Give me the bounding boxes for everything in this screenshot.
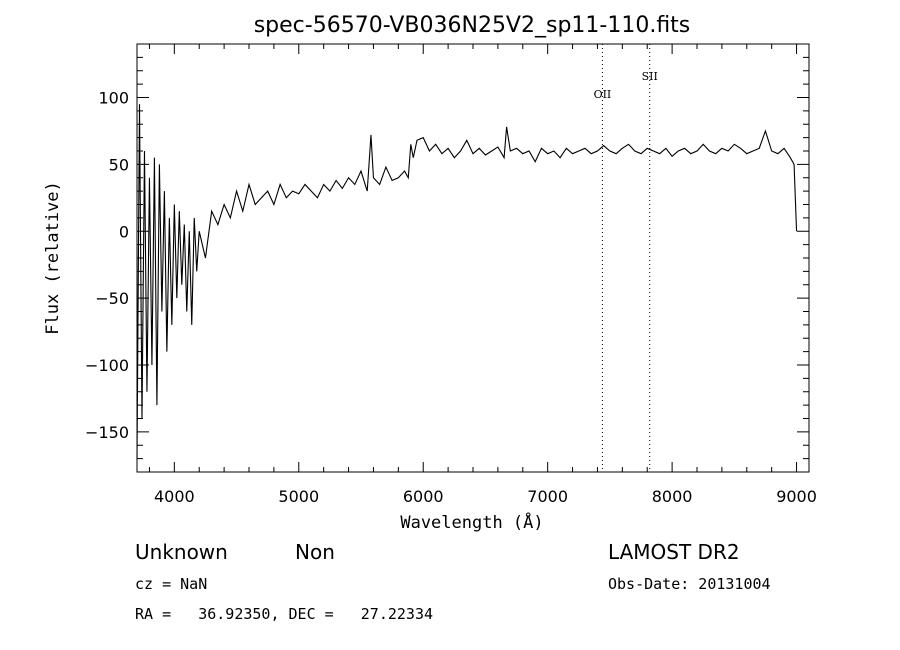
cz-text: cz = NaN [135, 575, 207, 593]
y-tick-label: −50 [95, 289, 129, 308]
x-tick-label: 7000 [527, 487, 568, 506]
obs-date-text: Obs-Date: 20131004 [608, 575, 771, 593]
coords-text: RA = 36.92350, DEC = 27.22334 [135, 605, 433, 623]
y-tick-label: −150 [85, 423, 129, 442]
class-text: Unknown [135, 540, 228, 564]
emission-line-label: SII [642, 70, 658, 83]
chart-title: spec-56570-VB036N25V2_sp11-110.fits [254, 13, 691, 38]
x-axis-label: Wavelength (Å) [400, 511, 543, 533]
x-axis-ticks: 4000 5000 6000 7000 8000 9000 [148, 44, 817, 506]
x-tick-label: 4000 [154, 487, 195, 506]
y-axis-ticks: −150 −100 −50 0 50 100 [85, 56, 809, 460]
plot-frame [136, 43, 810, 473]
y-tick-label: −100 [85, 356, 129, 375]
y-tick-label: 100 [98, 89, 129, 108]
y-tick-label: 50 [109, 155, 129, 174]
emission-line-label: OII [594, 88, 612, 101]
emission-lines: OII SII [594, 44, 658, 472]
x-tick-label: 9000 [776, 487, 817, 506]
x-tick-label: 6000 [403, 487, 444, 506]
y-tick-label: 0 [119, 222, 129, 241]
subclass-text: Non [295, 540, 335, 564]
x-tick-label: 8000 [652, 487, 693, 506]
y-axis-label: Flux (relative) [43, 181, 63, 335]
x-tick-label: 5000 [278, 487, 319, 506]
survey-text: LAMOST DR2 [608, 540, 740, 564]
spectrum-line [136, 104, 798, 459]
